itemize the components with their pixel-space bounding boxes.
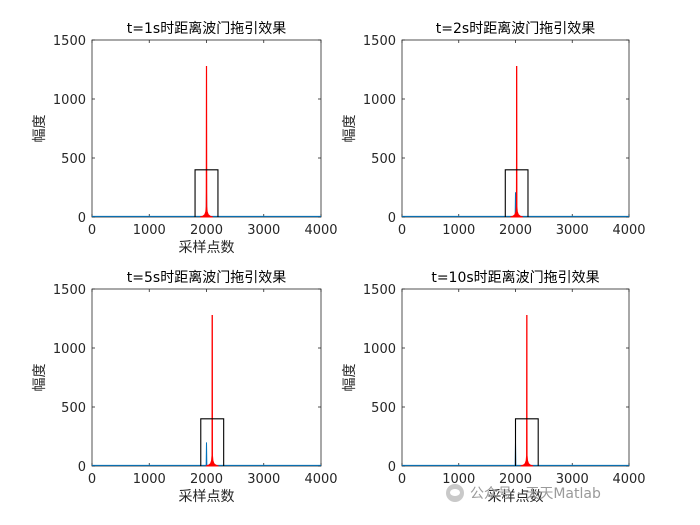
watermark-text: 公众号 · 天天Matlab [470,486,601,502]
x-tick-label: 1000 [133,472,166,487]
x-tick-label: 3000 [247,472,280,487]
y-axis-label: 幅度 [32,115,48,143]
x-tick-label: 2000 [190,223,223,238]
range-gate [200,418,225,466]
x-tick-label: 3000 [247,223,280,238]
y-tick-label: 1500 [53,283,86,298]
range-gate [504,169,529,217]
y-tick-label: 1500 [363,34,396,49]
subplot-title: t=5s时距离波门拖引效果 [127,269,286,286]
subplot-2: 0 1000 2000 3000 4000 0 500 1000 1500 t=2s时距离波门拖引… [342,20,646,238]
y-tick-label: 500 [371,401,396,416]
range-gate [194,169,219,217]
x-tick-label: 3000 [556,472,589,487]
y-axis-label: 幅度 [342,364,358,392]
x-tick-label: 0 [398,472,406,487]
y-tick-label: 1500 [53,34,86,49]
x-axis-label: 采样点数 [179,489,235,505]
x-tick-label: 3000 [556,223,589,238]
y-tick-label: 1000 [53,93,86,108]
subplot-3: 0 1000 2000 3000 4000 0 500 1000 1500 t=5s时距离波门拖引… [32,269,338,505]
y-tick-label: 1500 [363,283,396,298]
x-tick-label: 0 [88,223,96,238]
y-tick-label: 1000 [363,93,396,108]
x-axis-label: 采样点数 [488,489,544,505]
y-tick-label: 0 [388,211,396,226]
y-axis-label: 幅度 [32,364,48,392]
x-tick-label: 4000 [612,223,645,238]
x-tick-label: 1000 [442,223,475,238]
y-tick-label: 500 [371,152,396,167]
y-tick-label: 500 [61,401,86,416]
x-tick-label: 4000 [304,472,337,487]
subplot-title: t=2s时距离波门拖引效果 [436,20,595,37]
x-tick-label: 0 [398,223,406,238]
y-tick-label: 0 [78,211,86,226]
y-axis-label: 幅度 [342,115,358,143]
plot-area [401,39,630,218]
range-gate [514,418,539,466]
plot-area [91,288,322,467]
y-tick-label: 1000 [363,342,396,357]
subplot-4: 0 1000 2000 3000 4000 0 500 1000 1500 t=10s时距离波门拖… [342,269,646,505]
wechat-icon [446,484,464,502]
x-tick-label: 2000 [190,472,223,487]
watermark: 公众号 · 天天Matlab [446,482,601,504]
x-tick-label: 4000 [304,223,337,238]
y-tick-label: 500 [61,152,86,167]
subplot-title: t=1s时距离波门拖引效果 [127,20,286,37]
y-tick-label: 0 [388,460,396,475]
target-echo-peak [205,442,208,467]
x-tick-label: 4000 [612,472,645,487]
subplot-1: 0 1000 2000 3000 4000 0 500 1000 1500 t=1s时距离波门拖引… [32,20,338,256]
x-tick-label: 1000 [442,472,475,487]
y-tick-label: 0 [78,460,86,475]
x-tick-label: 1000 [133,223,166,238]
x-axis-label: 采样点数 [179,240,235,256]
x-tick-label: 2000 [499,223,532,238]
y-tick-label: 1000 [53,342,86,357]
x-tick-label: 2000 [499,472,532,487]
subplot-title: t=10s时距离波门拖引效果 [431,269,599,286]
x-tick-label: 0 [88,472,96,487]
